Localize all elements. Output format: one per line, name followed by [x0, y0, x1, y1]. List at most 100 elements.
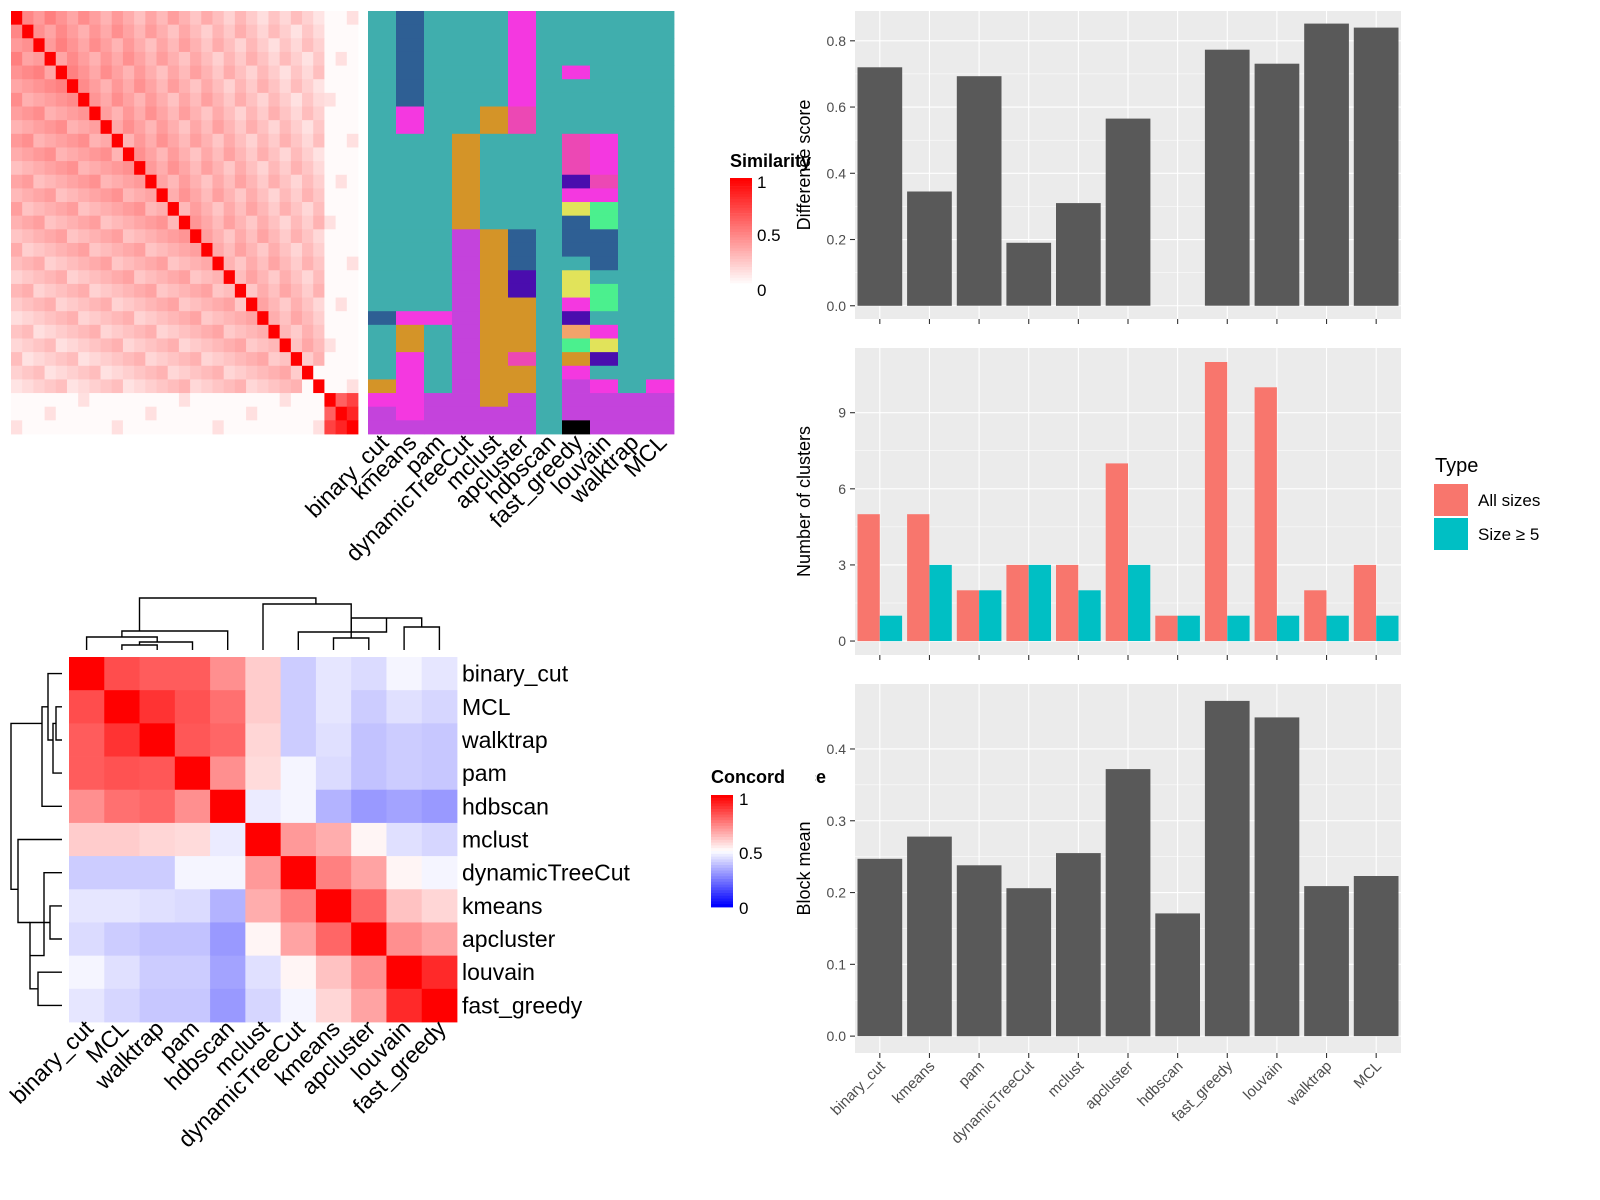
similarity-cell — [134, 256, 146, 271]
annotation-cell-dynamicTreeCut — [452, 161, 481, 176]
similarity-cell — [44, 24, 57, 39]
similarity-cell — [44, 242, 57, 258]
similarity-cell — [178, 242, 191, 258]
similarity-legend-swatch — [730, 202, 752, 206]
similarity-cell — [111, 229, 124, 244]
similarity-cell — [335, 311, 348, 326]
similarity-cell — [145, 338, 157, 353]
similarity-cell — [268, 256, 281, 271]
similarity-legend-tick: 0.5 — [757, 226, 781, 245]
annotation-cell-kmeans — [396, 256, 425, 271]
concordance-cell — [351, 756, 387, 791]
similarity-cell — [335, 215, 348, 230]
dendrogram-branch — [332, 637, 370, 650]
similarity-cell — [167, 324, 180, 339]
annotation-cell-apcluster — [508, 283, 537, 298]
similarity-cell — [324, 79, 337, 94]
annotation-cell-hdbscan — [536, 311, 563, 326]
similarity-cell — [279, 202, 292, 217]
concordance-cell — [139, 889, 176, 923]
annotation-cell-pam — [424, 24, 453, 39]
similarity-legend-swatch — [730, 194, 752, 198]
annotation-cell-walktrap — [618, 79, 647, 94]
concordance-cell — [174, 988, 211, 1023]
bar-clusters-size-ge5-hdbscan — [1177, 615, 1200, 642]
similarity-cell — [11, 202, 23, 217]
concordance-legend-swatch — [711, 851, 733, 855]
similarity-cell — [100, 365, 113, 380]
similarity-cell — [167, 120, 180, 135]
similarity-cell — [167, 379, 180, 394]
similarity-cell — [145, 24, 157, 39]
annotation-cell-apcluster — [508, 202, 537, 217]
annotation-cell-MCL — [646, 242, 675, 258]
similarity-cell — [78, 242, 90, 258]
similarity-cell — [268, 283, 281, 298]
difference-score-chart-ylabel: Difference score — [794, 100, 814, 231]
bar-clusters-all-sizes-mclust — [1056, 564, 1079, 641]
similarity-cell — [302, 297, 314, 312]
annotation-cell-mclust — [480, 92, 509, 107]
concordance-legend-swatch — [711, 865, 733, 869]
similarity-cell — [66, 11, 79, 26]
similarity-legend-swatch — [730, 218, 752, 222]
annotation-cell-pam — [424, 297, 453, 312]
similarity-cell — [134, 147, 146, 162]
similarity-cell — [223, 393, 236, 408]
similarity-cell — [335, 106, 348, 121]
similarity-legend-swatch — [730, 215, 752, 219]
bar-clusters-all-sizes-MCL — [1353, 564, 1377, 641]
similarity-cell — [156, 283, 169, 298]
similarity-cell — [55, 174, 68, 189]
annotation-cell-louvain — [590, 106, 619, 121]
annotation-cell-pam — [424, 202, 453, 217]
annotation-cell-hdbscan — [536, 147, 563, 162]
annotation-cell-hdbscan — [536, 106, 563, 121]
similarity-cell — [55, 24, 68, 39]
annotation-cell-louvain — [590, 24, 619, 39]
similarity-cell — [100, 92, 113, 107]
similarity-cell — [111, 352, 124, 367]
concordance-cell — [386, 889, 423, 923]
similarity-cell — [156, 270, 169, 285]
annotation-cell-dynamicTreeCut — [452, 24, 481, 39]
similarity-cell — [201, 106, 213, 121]
similarity-cell — [78, 147, 90, 162]
concordance-cell — [351, 856, 387, 890]
similarity-cell — [279, 188, 292, 203]
similarity-cell — [313, 379, 325, 394]
concordance-legend-swatch — [711, 856, 733, 860]
annotation-cell-kmeans — [396, 106, 425, 121]
annotation-cell-hdbscan — [536, 256, 563, 271]
similarity-cell — [156, 406, 169, 421]
similarity-cell — [279, 147, 292, 162]
annotation-cell-pam — [424, 11, 453, 26]
similarity-cell — [178, 106, 191, 121]
annotation-cell-louvain — [590, 352, 619, 367]
similarity-cell — [335, 51, 348, 66]
similarity-cell — [178, 188, 191, 203]
similarity-cell — [290, 120, 303, 135]
y-tick-label: 0.0 — [827, 298, 847, 314]
similarity-cell — [11, 420, 23, 435]
similarity-cell — [246, 406, 258, 421]
annotation-cell-walktrap — [618, 38, 647, 53]
similarity-cell — [212, 229, 225, 244]
similarity-cell — [22, 92, 34, 107]
annotation-cell-walktrap — [618, 120, 647, 135]
similarity-cell — [324, 65, 337, 80]
similarity-cell — [201, 324, 213, 339]
similarity-cell — [335, 92, 348, 107]
bar-block-mean-apcluster — [1105, 769, 1151, 1037]
similarity-cell — [246, 256, 258, 271]
similarity-cell — [100, 11, 113, 26]
concordance-cell — [104, 723, 140, 757]
similarity-cell — [11, 38, 23, 53]
similarity-cell — [302, 147, 314, 162]
annotation-cell-kmeans — [396, 297, 425, 312]
bar-difference-score-mclust — [1056, 203, 1101, 306]
similarity-legend-swatch — [730, 223, 752, 227]
similarity-cell — [22, 283, 34, 298]
